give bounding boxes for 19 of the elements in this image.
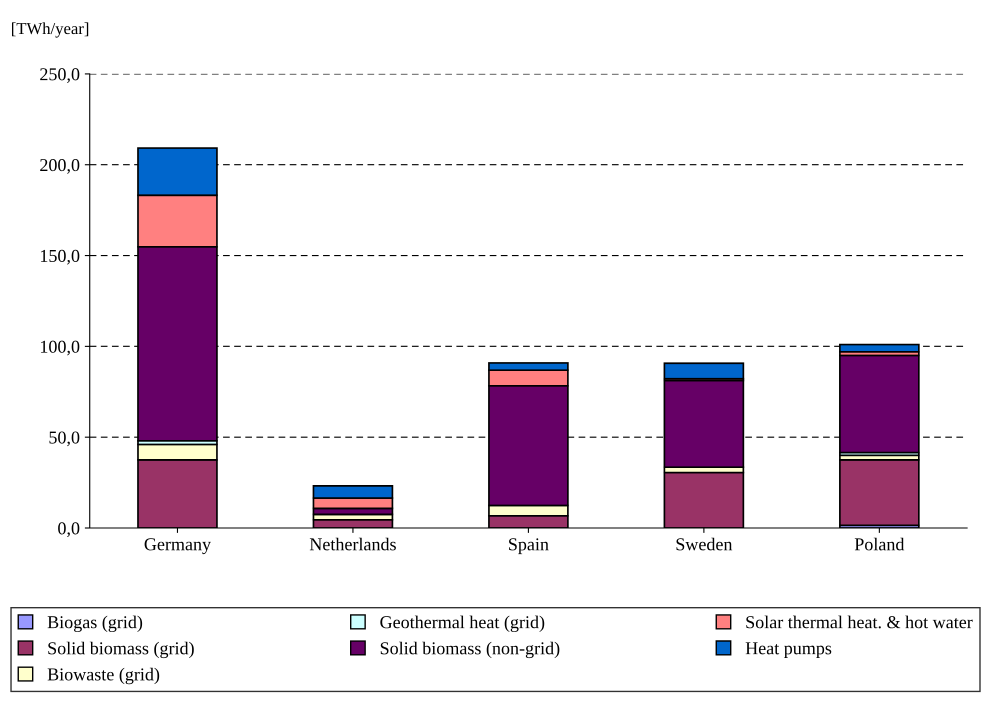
y-tick-label: 250,0 xyxy=(40,68,80,83)
y-axis-title: [TWh/year] xyxy=(12,22,88,38)
legend-label: Biogas (grid) xyxy=(48,616,142,632)
legend-label: Heat pumps xyxy=(746,642,832,658)
legend-label: Solid biomass (grid) xyxy=(48,642,194,658)
y-tick-label: 200,0 xyxy=(40,158,80,174)
legend-label: Biowaste (grid) xyxy=(48,668,160,684)
x-tick-label: Germany xyxy=(144,538,211,554)
y-tick-label: 100,0 xyxy=(40,340,80,356)
x-tick-label: Poland xyxy=(854,538,904,550)
x-tick-label: Sweden xyxy=(676,538,732,550)
y-tick-label: 150,0 xyxy=(40,250,80,265)
x-tick-label: Netherlands xyxy=(310,538,396,550)
legend-label: Geothermal heat (grid) xyxy=(380,616,544,632)
y-tick-label: 50,0 xyxy=(49,431,80,446)
legend-label: Solar thermal heat. & hot water xyxy=(746,616,973,628)
y-tick-label: 0,0 xyxy=(58,522,80,538)
legend-label: Solid biomass (non-grid) xyxy=(380,642,560,658)
x-tick-label: Spain xyxy=(509,538,549,554)
